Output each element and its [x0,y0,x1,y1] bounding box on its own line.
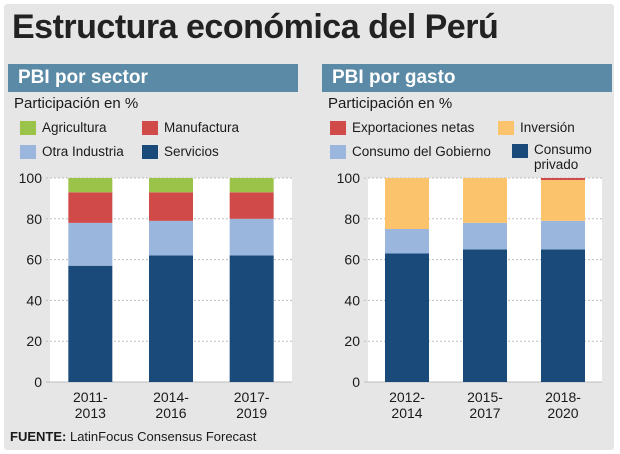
bar-segment-manufactura [68,192,113,223]
bar-segment-agricultura [229,178,274,193]
x-tick-label: 2014 [391,405,422,421]
y-tick-label: 60 [26,252,42,268]
x-tick-label: 2017- [234,389,270,405]
legend-item-otra-industria: Otra Industria [20,144,124,159]
panel-subtitle: Participación en % [14,95,139,112]
bar-segment-manufactura [149,192,193,221]
legend-swatch-otra-industria [20,144,36,159]
x-tick-label: 2014- [153,389,189,405]
x-tick-label: 2018- [545,389,581,405]
y-tick-label: 0 [352,374,360,390]
source-note: FUENTE: LatinFocus Consensus Forecast [10,429,256,444]
bar-segment-otra-industria [68,222,113,266]
y-tick-label: 40 [26,292,42,308]
bar-segment-exportaciones-netas [541,178,585,181]
bar-segment-manufactura [229,192,274,219]
legend-swatch-servicios [142,144,158,159]
legend-label: Otra Industria [42,144,124,159]
panel-pbi-por-sector: PBI por sector Participación en % Agricu… [8,64,298,430]
x-tick-label: 2020 [547,405,578,421]
legend-label: Exportaciones netas [352,120,475,135]
panel-header: PBI por gasto [322,64,612,92]
y-tick-label: 40 [344,292,360,308]
legend-item-consumo-privado: Consumo privado [512,142,592,172]
legend-swatch-consumo-privado [512,144,528,158]
legend-label: Manufactura [164,120,240,135]
bar-segment-consumo-del-gobierno [541,220,585,250]
legend-item-exportaciones-netas: Exportaciones netas [330,120,474,135]
y-tick-label: 20 [26,333,42,349]
bar-segment-consumo-del-gobierno [463,222,507,250]
legend-swatch-inversion [498,120,514,135]
bar-segment-agricultura [68,178,113,193]
panel-header: PBI por sector [8,64,298,92]
y-tick-label: 80 [26,211,42,227]
legend-label: Consumo privado [534,142,592,172]
y-tick-label: 20 [344,333,360,349]
x-tick-label: 2015- [467,389,503,405]
legend-label: Consumo del Gobierno [352,144,491,159]
bar-segment-servicios [149,255,193,382]
legend-label: Inversión [520,120,575,135]
legend-swatch-manufactura [142,120,158,135]
legend-item-agricultura: Agricultura [20,120,107,135]
legend-item-consumo-gobierno: Consumo del Gobierno [330,144,491,159]
bar-segment-servicios [68,265,113,382]
x-tick-label: 2017 [469,405,500,421]
bar-segment-agricultura [149,178,193,193]
source-label: FUENTE: [10,429,67,444]
y-tick-label: 100 [19,170,43,186]
bar-segment-consumo-del-gobierno [385,229,429,254]
bar-segment-inversion [385,178,429,229]
source-text: LatinFocus Consensus Forecast [69,429,257,444]
bar-segment-inversion [463,178,507,223]
x-tick-label: 2013 [75,405,106,421]
bar-segment-otra-industria [229,218,274,256]
x-tick-label: 2011- [73,389,108,405]
chart-pbi-por-sector: 0 20 40 60 80 100 2011-2013 2014-2016 2017-2019 [19,170,292,421]
legend-item-servicios: Servicios [142,144,219,159]
bar-segment-consumo-privado [541,249,585,382]
legend-swatch-consumo-gobierno [330,144,346,159]
panel-subtitle: Participación en % [328,95,453,112]
x-tick-label: 2012- [389,389,425,405]
x-tick-label: 2016 [155,405,186,421]
chart-pbi-por-gasto: 0 20 40 60 80 100 2012-2014 2015-2017 2018-2020 [337,170,602,421]
bar-segment-servicios [229,255,274,382]
bar-segment-otra-industria [149,220,193,256]
x-tick-label: 2019 [236,405,267,421]
bar-segment-inversion [541,180,585,221]
legend-label: Servicios [164,144,219,159]
main-title: Estructura económica del Perú [12,8,499,46]
legend-label: Agricultura [42,120,107,135]
y-tick-label: 0 [34,374,42,390]
legend-swatch-agricultura [20,120,36,135]
bar-segment-consumo-privado [463,249,507,382]
y-tick-label: 60 [344,252,360,268]
legend-item-inversion: Inversión [498,120,575,135]
y-tick-label: 80 [344,211,360,227]
bar-segment-consumo-privado [385,253,429,382]
y-tick-label: 100 [337,170,361,186]
legend-swatch-exportaciones-netas [330,120,346,135]
panel-pbi-por-gasto: PBI por gasto Participación en % Exporta… [322,64,612,430]
legend-item-manufactura: Manufactura [142,120,239,135]
